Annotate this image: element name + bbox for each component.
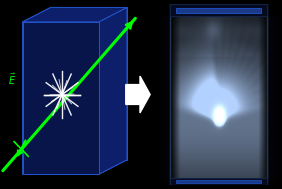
Polygon shape	[170, 178, 267, 185]
Polygon shape	[51, 7, 127, 160]
FancyArrow shape	[126, 76, 150, 113]
Polygon shape	[176, 180, 261, 183]
Polygon shape	[99, 7, 127, 174]
Polygon shape	[23, 7, 51, 174]
Polygon shape	[176, 8, 261, 13]
Polygon shape	[23, 22, 99, 174]
Polygon shape	[170, 4, 267, 16]
Text: $\vec{E}$: $\vec{E}$	[8, 72, 17, 88]
Polygon shape	[23, 160, 127, 174]
Polygon shape	[23, 7, 127, 22]
